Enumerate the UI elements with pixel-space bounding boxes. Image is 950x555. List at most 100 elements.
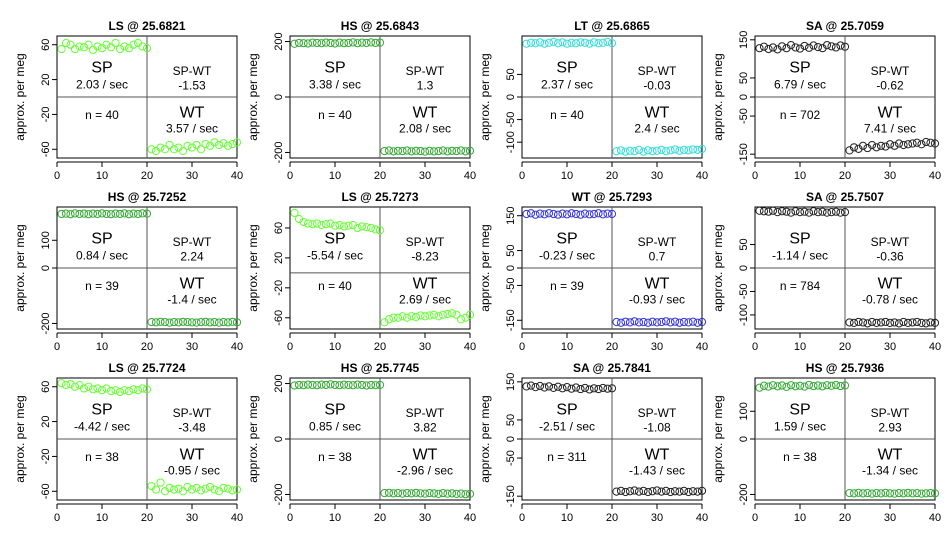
wt-label: WT	[413, 447, 438, 464]
sp-data-point	[580, 383, 590, 393]
sp-data-point	[79, 384, 89, 393]
wt-data-point	[407, 312, 416, 321]
sp-rate: -2.51 / sec	[539, 419, 595, 433]
sp-data-point	[362, 381, 371, 390]
wt-data-point	[438, 310, 448, 319]
sp-data-point	[330, 221, 340, 230]
sp-data-point	[526, 209, 536, 218]
sp-data-point	[535, 209, 545, 218]
wt-data-point	[416, 311, 425, 320]
wt-data-point	[169, 145, 179, 154]
sp-data-point	[79, 43, 89, 52]
wt-data-point	[697, 486, 707, 495]
wt-data-point	[380, 146, 389, 156]
x-tick-label: 10	[329, 170, 341, 182]
sp-data-point	[353, 39, 362, 48]
sp-rate: -1.14 / sec	[772, 248, 828, 262]
y-axis-label: approx. per meg	[711, 395, 725, 482]
panel-8: SA @ 25.7507 -100 -50 0 50 approx. per meg 0 10…	[711, 190, 941, 353]
diff-value: -3.48	[178, 421, 206, 435]
n-count: n = 40	[318, 279, 352, 293]
sp-data-point	[375, 226, 385, 235]
sp-data-point	[840, 381, 850, 390]
sp-data-point	[335, 38, 344, 47]
wt-data-point	[876, 141, 886, 150]
y-axis-label: approx. per meg	[711, 224, 725, 311]
wt-data-point	[625, 487, 635, 496]
sp-data-point	[326, 380, 335, 389]
wt-data-point	[183, 482, 192, 492]
wt-data-point	[228, 139, 237, 149]
x-tick-label: 10	[794, 512, 806, 524]
sp-data-point	[759, 381, 769, 390]
sp-data-point	[580, 209, 590, 218]
sp-data-point	[764, 382, 773, 391]
sp-data-point	[75, 42, 84, 51]
wt-data-point	[465, 146, 475, 155]
panel-6: LS @ 25.7273 -60 -20 20 60 approx. per meg 0 10…	[246, 190, 476, 353]
sp-data-point	[840, 42, 850, 51]
sp-data-point	[764, 44, 773, 54]
wt-data-point	[232, 138, 242, 147]
y-tick-label: 60	[40, 381, 52, 393]
wt-data-point	[845, 488, 854, 498]
wt-data-point	[899, 489, 908, 498]
wt-data-point	[675, 146, 684, 155]
sp-data-point	[142, 385, 152, 394]
wt-data-point	[165, 483, 174, 492]
wt-data-point	[917, 489, 926, 498]
sp-rate: 1.59 / sec	[774, 419, 826, 433]
wt-label: WT	[180, 105, 205, 122]
sp-data-point	[308, 380, 317, 390]
sp-data-point	[558, 209, 567, 218]
sp-data-point	[84, 40, 93, 49]
panel-1: LS @ 25.6821 -60 -20 20 60 approx. per meg 0 10…	[13, 19, 243, 182]
sp-data-point	[831, 43, 841, 52]
sp-data-point	[759, 42, 769, 51]
wt-label: WT	[413, 105, 438, 122]
sp-data-point	[330, 380, 340, 390]
y-tick-label: -20	[273, 280, 285, 296]
sp-data-point	[594, 209, 603, 218]
y-tick-label: -200	[40, 312, 52, 334]
y-tick-label: -200	[273, 141, 285, 163]
sp-data-point	[594, 384, 603, 394]
wt-data-point	[416, 489, 425, 498]
sp-label: SP	[324, 231, 345, 248]
wt-data-point	[402, 488, 412, 498]
wt-data-point	[389, 313, 398, 322]
sp-data-point	[571, 209, 581, 219]
sp-data-point	[290, 381, 299, 390]
wt-data-point	[621, 487, 630, 497]
sp-data-point	[142, 209, 152, 218]
wt-data-point	[679, 145, 689, 154]
wt-data-point	[187, 318, 197, 327]
sp-data-point	[589, 209, 599, 219]
wt-data-point	[456, 146, 466, 155]
n-count: n = 40	[550, 108, 584, 122]
wt-data-point	[652, 486, 662, 495]
sp-data-point	[294, 214, 304, 224]
sp-data-point	[777, 207, 787, 216]
sp-data-point	[111, 209, 120, 218]
sp-data-point	[371, 225, 380, 234]
wt-data-point	[926, 488, 935, 498]
wt-data-point	[854, 317, 863, 327]
sp-data-point	[822, 41, 832, 50]
sp-data-point	[57, 379, 66, 388]
diff-label: SP-WT	[406, 64, 445, 78]
wt-data-point	[384, 488, 394, 497]
sp-data-point	[317, 220, 326, 230]
y-tick-label: 60	[273, 222, 285, 234]
sp-data-point	[330, 39, 340, 48]
wt-data-point	[389, 147, 398, 156]
x-tick-label: 30	[186, 170, 198, 182]
x-tick-label: 0	[287, 512, 293, 524]
sp-data-point	[553, 39, 563, 48]
wt-data-point	[398, 312, 407, 321]
sp-data-point	[562, 383, 572, 392]
sp-data-point	[549, 209, 558, 219]
sp-data-point	[339, 39, 349, 48]
wt-data-point	[657, 487, 666, 496]
